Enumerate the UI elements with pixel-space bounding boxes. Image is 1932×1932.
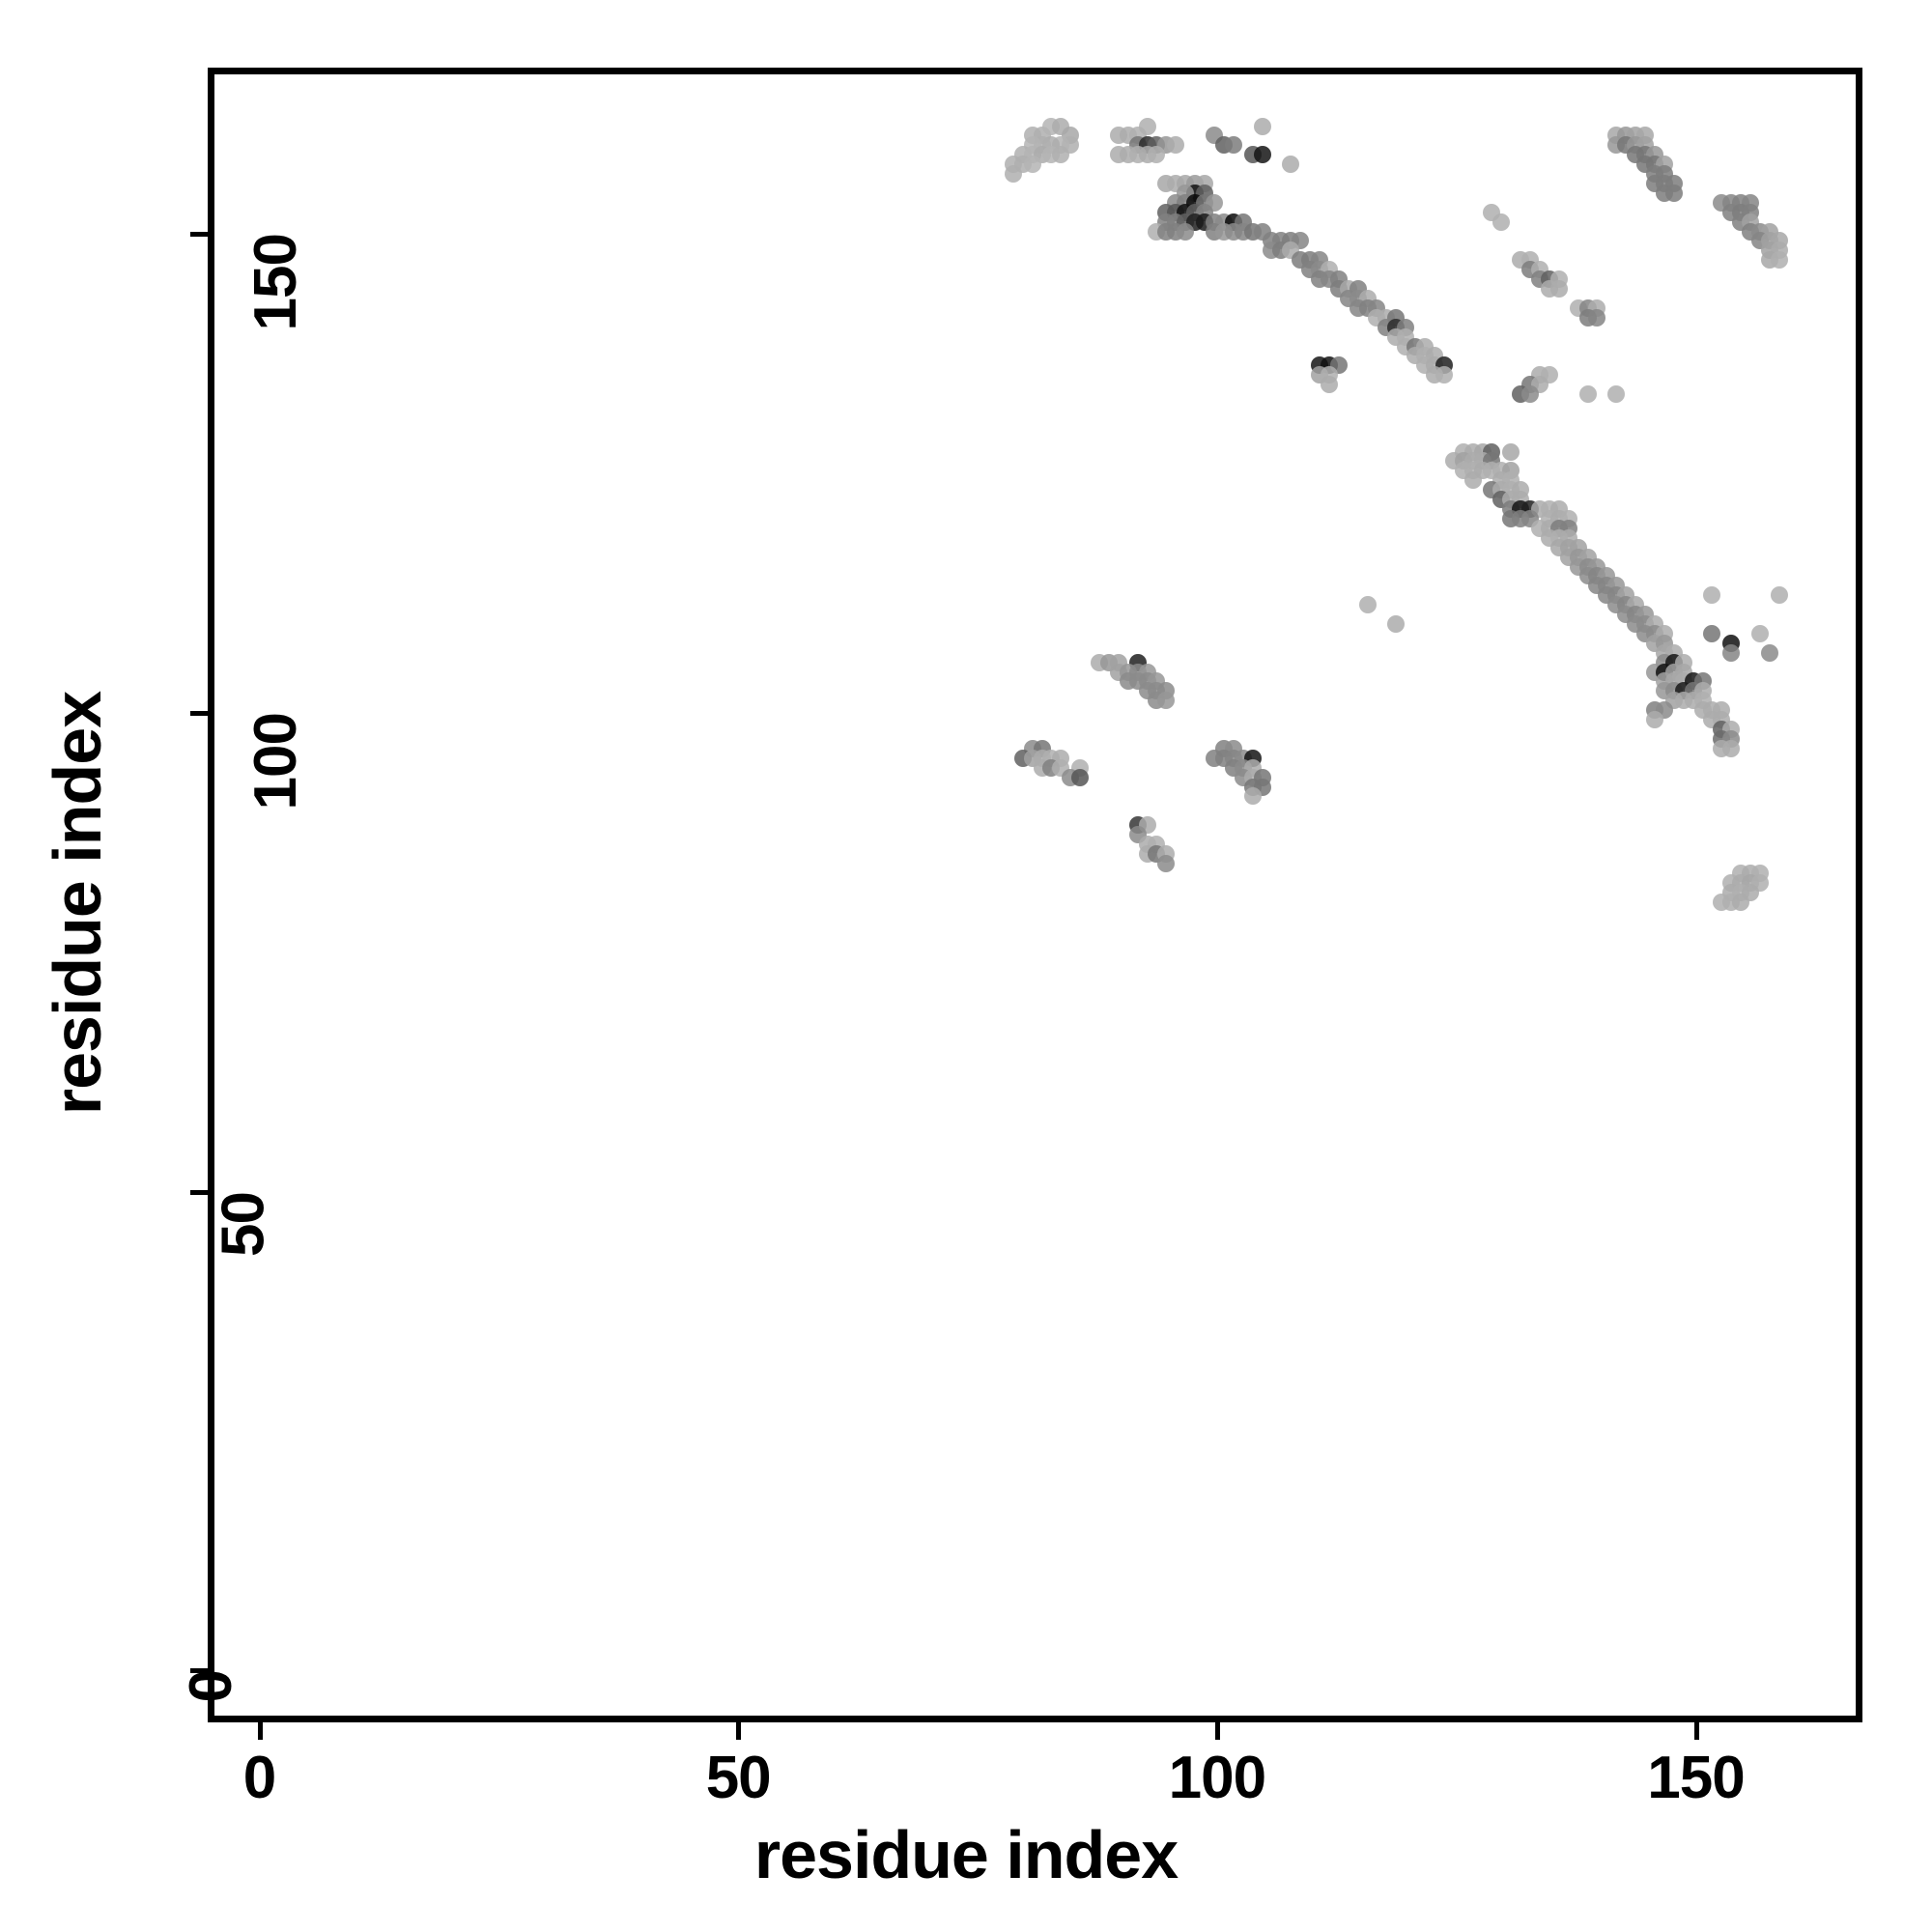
scatter-point — [1760, 643, 1778, 662]
scatter-point — [1703, 586, 1721, 605]
x-tick-mark — [257, 1722, 263, 1740]
scatter-point — [1732, 893, 1750, 911]
y-tick-label: 0 — [177, 1670, 244, 1703]
y-tick-label: 100 — [242, 713, 309, 810]
scatter-point — [1387, 615, 1406, 634]
scatter-point — [1722, 643, 1741, 662]
scatter-point — [1463, 471, 1482, 490]
x-axis-title: residue index — [753, 1817, 1179, 1892]
scatter-point — [1722, 739, 1741, 757]
scatter-point — [1224, 136, 1242, 155]
y-tick-mark — [190, 1668, 208, 1674]
scatter-point — [1703, 624, 1721, 642]
scatter-point — [1148, 146, 1166, 164]
scatter-point — [1157, 854, 1176, 872]
scatter-point — [1549, 280, 1568, 298]
scatter-point — [1167, 136, 1185, 155]
scatter-point — [1578, 385, 1597, 404]
scatter-point — [1750, 624, 1769, 642]
scatter-point — [1320, 376, 1338, 394]
x-tick-label: 150 — [1647, 1745, 1745, 1811]
y-tick-label: 50 — [210, 1191, 277, 1257]
scatter-point — [1770, 586, 1788, 605]
x-tick-mark — [736, 1722, 742, 1740]
scatter-point — [1177, 222, 1195, 241]
y-axis-title: residue index — [40, 691, 115, 1116]
scatter-point — [1358, 596, 1377, 614]
scatter-point — [1435, 366, 1453, 384]
scatter-point — [1157, 692, 1176, 710]
scatter-point — [1645, 711, 1663, 729]
scatter-point — [1138, 117, 1156, 135]
scatter-point — [1023, 156, 1041, 174]
x-tick-label: 0 — [242, 1745, 276, 1811]
scatter-point — [1607, 385, 1626, 404]
scatter-point — [1253, 117, 1271, 135]
scatter-point — [1502, 442, 1520, 461]
scatter-point — [1492, 213, 1511, 231]
scatter-point — [1664, 184, 1683, 202]
y-tick-label: 150 — [242, 234, 309, 331]
scatter-point — [1253, 146, 1271, 164]
y-tick-mark — [190, 1189, 208, 1195]
scatter-points-layer — [214, 74, 1856, 1716]
scatter-point — [1770, 251, 1788, 270]
plot-area — [208, 68, 1862, 1722]
x-tick-mark — [1693, 1722, 1699, 1740]
scatter-point — [1588, 308, 1606, 327]
scatter-point — [1071, 768, 1090, 786]
scatter-point — [1052, 146, 1070, 164]
y-tick-mark — [190, 232, 208, 238]
scatter-point — [1243, 787, 1262, 806]
scatter-point — [1004, 165, 1022, 184]
y-tick-mark — [190, 711, 208, 717]
scatter-point — [1282, 156, 1300, 174]
x-tick-mark — [1214, 1722, 1220, 1740]
x-tick-label: 100 — [1168, 1745, 1266, 1811]
x-tick-label: 50 — [705, 1745, 772, 1811]
scatter-point — [1521, 385, 1540, 404]
